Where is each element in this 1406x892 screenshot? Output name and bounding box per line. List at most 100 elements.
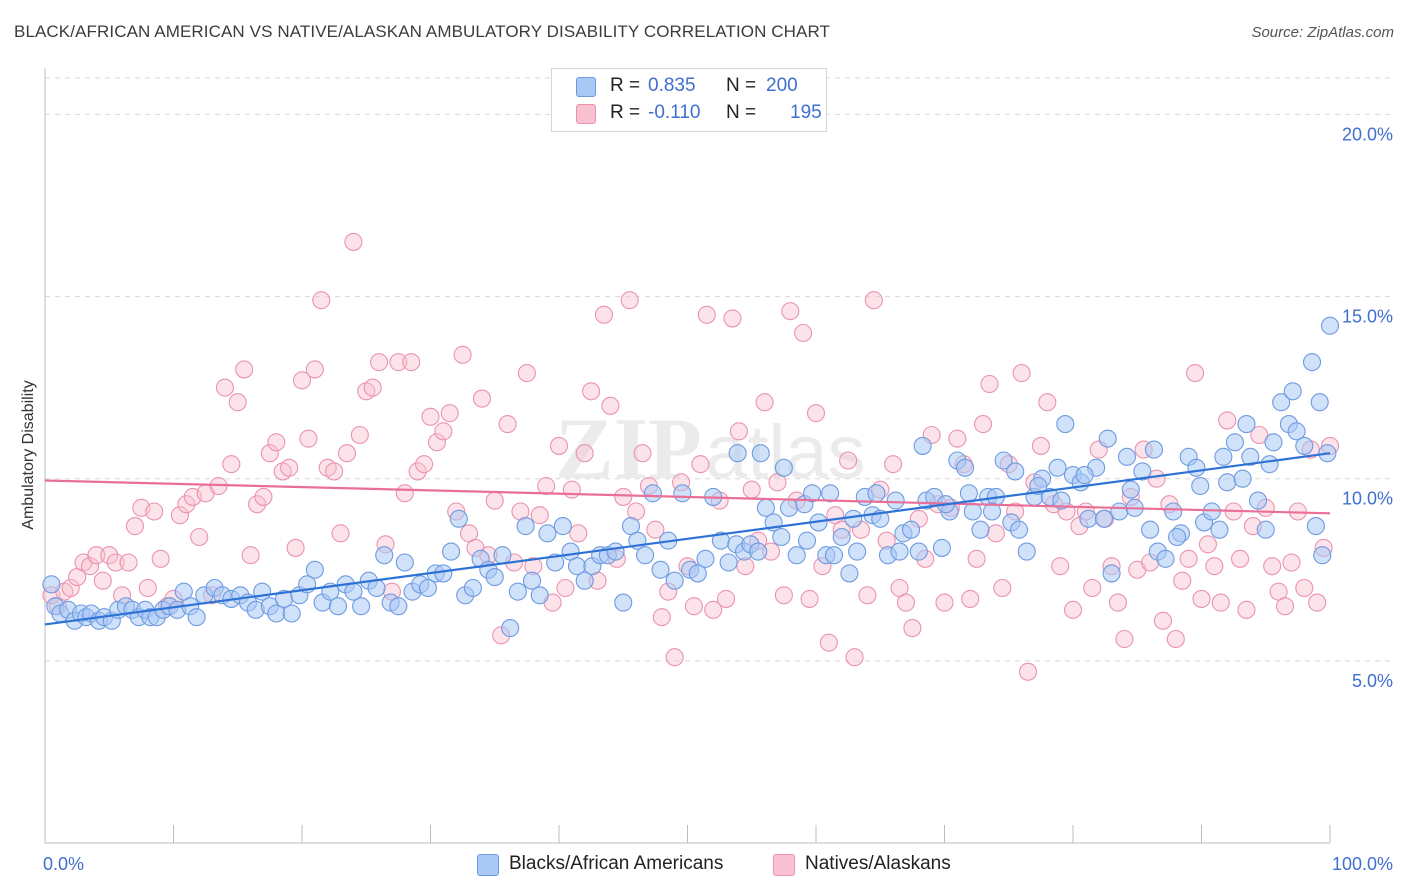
data-point-natives [704, 600, 723, 619]
data-point-natives [145, 502, 164, 521]
data-point-blacks [994, 451, 1013, 470]
data-point-blacks [1079, 509, 1098, 528]
data-point-natives [562, 480, 581, 499]
data-point-natives [537, 476, 556, 496]
data-point-blacks [844, 509, 863, 528]
data-point-blacks [749, 542, 768, 561]
data-point-natives [1031, 436, 1050, 455]
r-value: 0.835 [648, 75, 696, 96]
data-point-blacks [1287, 422, 1306, 441]
data-point-natives [325, 462, 344, 481]
data-point-natives [1218, 411, 1237, 430]
data-point-blacks [1075, 466, 1094, 485]
data-point-blacks [1052, 491, 1071, 510]
data-point-natives [331, 524, 350, 543]
data-point-blacks [665, 571, 684, 590]
data-point-natives [190, 527, 209, 547]
data-point-natives [1231, 549, 1250, 568]
data-point-natives [389, 353, 408, 372]
data-point-blacks [824, 546, 844, 565]
data-point-blacks [1248, 491, 1268, 510]
data-point-blacks [42, 575, 61, 594]
data-point-blacks [1117, 447, 1137, 466]
data-point-natives [845, 648, 864, 667]
data-point-blacks [959, 484, 978, 503]
data-point-blacks [902, 520, 921, 539]
data-point-natives [723, 309, 742, 328]
data-point-natives [280, 458, 299, 477]
data-point-blacks [1144, 440, 1164, 459]
data-point-natives [1308, 593, 1327, 612]
data-point-blacks [1164, 502, 1183, 521]
data-point-blacks [1295, 436, 1314, 455]
legend-label: Natives/Alaskans [805, 853, 951, 874]
data-point-blacks [636, 546, 655, 565]
data-point-natives [948, 429, 967, 448]
data-point-blacks [1218, 473, 1237, 492]
data-point-natives [986, 524, 1005, 543]
data-point-natives [684, 597, 703, 616]
data-point-natives [472, 389, 491, 408]
data-point-blacks [787, 546, 806, 565]
data-point-natives [549, 436, 569, 455]
data-point-blacks [956, 458, 975, 477]
trend-lines [44, 452, 1331, 626]
data-point-natives [1115, 629, 1134, 649]
data-point-natives [254, 487, 273, 506]
data-point-blacks [696, 549, 715, 568]
data-point-natives [286, 538, 305, 557]
data-point-natives [1263, 557, 1282, 576]
r-value: -0.110 [648, 102, 701, 123]
data-point-blacks [832, 527, 851, 547]
data-point-blacks [485, 568, 504, 587]
data-point-natives [594, 305, 614, 324]
data-point-natives [80, 557, 100, 576]
data-point-blacks [1094, 509, 1113, 528]
data-point-blacks [1056, 415, 1075, 434]
data-point-natives [427, 433, 446, 452]
data-point-blacks [1121, 480, 1140, 499]
data-point-blacks [1237, 415, 1256, 434]
y-tick-label: 5.0% [1352, 671, 1393, 691]
data-point-natives [292, 371, 312, 390]
data-point-natives [697, 305, 716, 324]
data-point-blacks [375, 546, 394, 565]
data-point-blacks [1102, 564, 1121, 583]
data-point-natives [691, 455, 710, 474]
data-point-natives [1051, 557, 1070, 576]
data-point-natives [1153, 611, 1172, 630]
data-point-blacks [848, 542, 867, 561]
data-point-natives [794, 323, 813, 343]
data-point-natives [646, 520, 665, 539]
data-point-natives [106, 553, 125, 572]
data-point-blacks [1283, 382, 1302, 401]
source-label: Source: ZipAtlas.com [1251, 24, 1394, 41]
data-point-blacks [1260, 455, 1279, 474]
data-point-blacks [1156, 549, 1175, 568]
data-point-natives [177, 495, 196, 514]
data-point-natives [774, 586, 793, 605]
data-point-blacks [1306, 517, 1325, 536]
r-label: R = [610, 102, 641, 123]
data-point-natives [247, 495, 267, 514]
correlation-legend: R = 0.835 N = 200 R = -0.110 N = 195 [551, 68, 827, 132]
data-point-blacks [389, 597, 408, 616]
data-point-blacks [772, 527, 791, 547]
data-point-blacks [1029, 476, 1048, 496]
data-point-blacks [909, 542, 928, 561]
data-point-blacks [575, 571, 594, 590]
data-point-blacks [442, 542, 461, 561]
data-point-natives [742, 480, 761, 499]
tick-labels: 5.0% 10.0% 15.0% 20.0% 0.0% 100.0% [43, 124, 1393, 874]
data-point-natives [415, 455, 434, 474]
data-point-blacks [1225, 433, 1244, 452]
trend-line-natives [44, 479, 1331, 515]
series-natives-alaskans [42, 232, 1340, 681]
data-point-natives [935, 593, 954, 612]
data-point-blacks [1256, 520, 1275, 539]
data-point-blacks [434, 564, 453, 583]
data-point-natives [665, 648, 684, 667]
x-tick-label: 0.0% [43, 854, 84, 874]
data-point-blacks [1168, 527, 1187, 547]
